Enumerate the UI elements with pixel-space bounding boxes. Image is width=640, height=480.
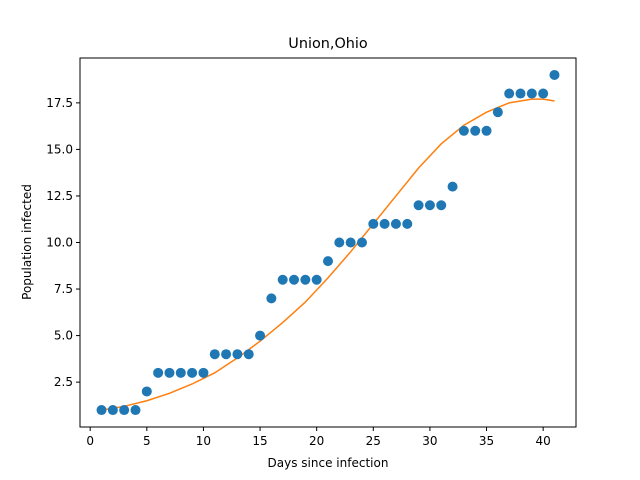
data-point bbox=[141, 386, 152, 397]
x-tick-label: 0 bbox=[86, 434, 94, 448]
plot-area bbox=[96, 69, 560, 416]
data-point bbox=[198, 367, 209, 378]
x-tick-label: 20 bbox=[309, 434, 324, 448]
data-point bbox=[538, 88, 549, 99]
y-tick-label: 15.0 bbox=[46, 142, 73, 156]
data-point bbox=[300, 274, 311, 285]
data-point bbox=[277, 274, 288, 285]
data-point bbox=[356, 237, 367, 248]
y-tick-label: 12.5 bbox=[46, 189, 73, 203]
y-tick-label: 10.0 bbox=[46, 236, 73, 250]
chart-title: Union,Ohio bbox=[288, 36, 368, 52]
x-tick-label: 15 bbox=[252, 434, 267, 448]
data-point bbox=[526, 88, 537, 99]
data-point bbox=[323, 256, 333, 267]
data-point bbox=[153, 367, 164, 378]
x-tick-label: 25 bbox=[366, 434, 381, 448]
y-tick-label: 7.5 bbox=[54, 282, 73, 296]
data-point bbox=[504, 88, 515, 99]
data-point bbox=[209, 349, 220, 360]
x-tick-label: 5 bbox=[143, 434, 151, 448]
data-point bbox=[311, 274, 322, 285]
x-tick-label: 30 bbox=[422, 434, 437, 448]
data-point bbox=[243, 349, 254, 360]
data-point bbox=[470, 125, 481, 136]
data-point bbox=[289, 274, 300, 285]
data-point bbox=[255, 330, 266, 341]
data-point bbox=[164, 367, 175, 378]
data-point bbox=[515, 88, 526, 99]
data-point bbox=[481, 125, 492, 136]
data-point bbox=[492, 107, 503, 118]
data-point bbox=[107, 405, 118, 416]
data-point bbox=[187, 367, 198, 378]
data-point bbox=[368, 218, 379, 229]
data-point bbox=[221, 349, 232, 360]
y-axis-label: Population infected bbox=[20, 184, 34, 300]
data-point bbox=[379, 218, 390, 229]
data-point bbox=[447, 181, 458, 192]
data-point bbox=[334, 237, 345, 248]
data-point bbox=[436, 200, 447, 211]
y-tick-label: 5.0 bbox=[54, 329, 73, 343]
data-point bbox=[413, 200, 424, 211]
data-point bbox=[345, 237, 356, 248]
x-axis-label: Days since infection bbox=[268, 456, 389, 470]
data-point bbox=[130, 405, 141, 416]
data-point bbox=[402, 218, 413, 229]
y-axis: 2.5 5.0 7.5 10.0 12.5 15.0 17.5 bbox=[46, 96, 80, 389]
x-tick-label: 10 bbox=[196, 434, 211, 448]
data-point bbox=[424, 200, 435, 211]
data-point bbox=[458, 125, 469, 136]
y-tick-label: 2.5 bbox=[54, 375, 73, 389]
x-tick-label: 35 bbox=[479, 434, 494, 448]
data-point bbox=[390, 218, 401, 229]
data-point bbox=[549, 69, 560, 80]
data-point bbox=[266, 293, 277, 304]
x-tick-label: 40 bbox=[536, 434, 551, 448]
data-point bbox=[119, 405, 130, 416]
y-tick-label: 17.5 bbox=[46, 96, 73, 110]
data-point bbox=[96, 405, 107, 416]
data-point bbox=[232, 349, 243, 360]
x-axis: 0 5 10 15 20 25 30 35 40 bbox=[86, 427, 551, 448]
data-point bbox=[175, 367, 186, 378]
